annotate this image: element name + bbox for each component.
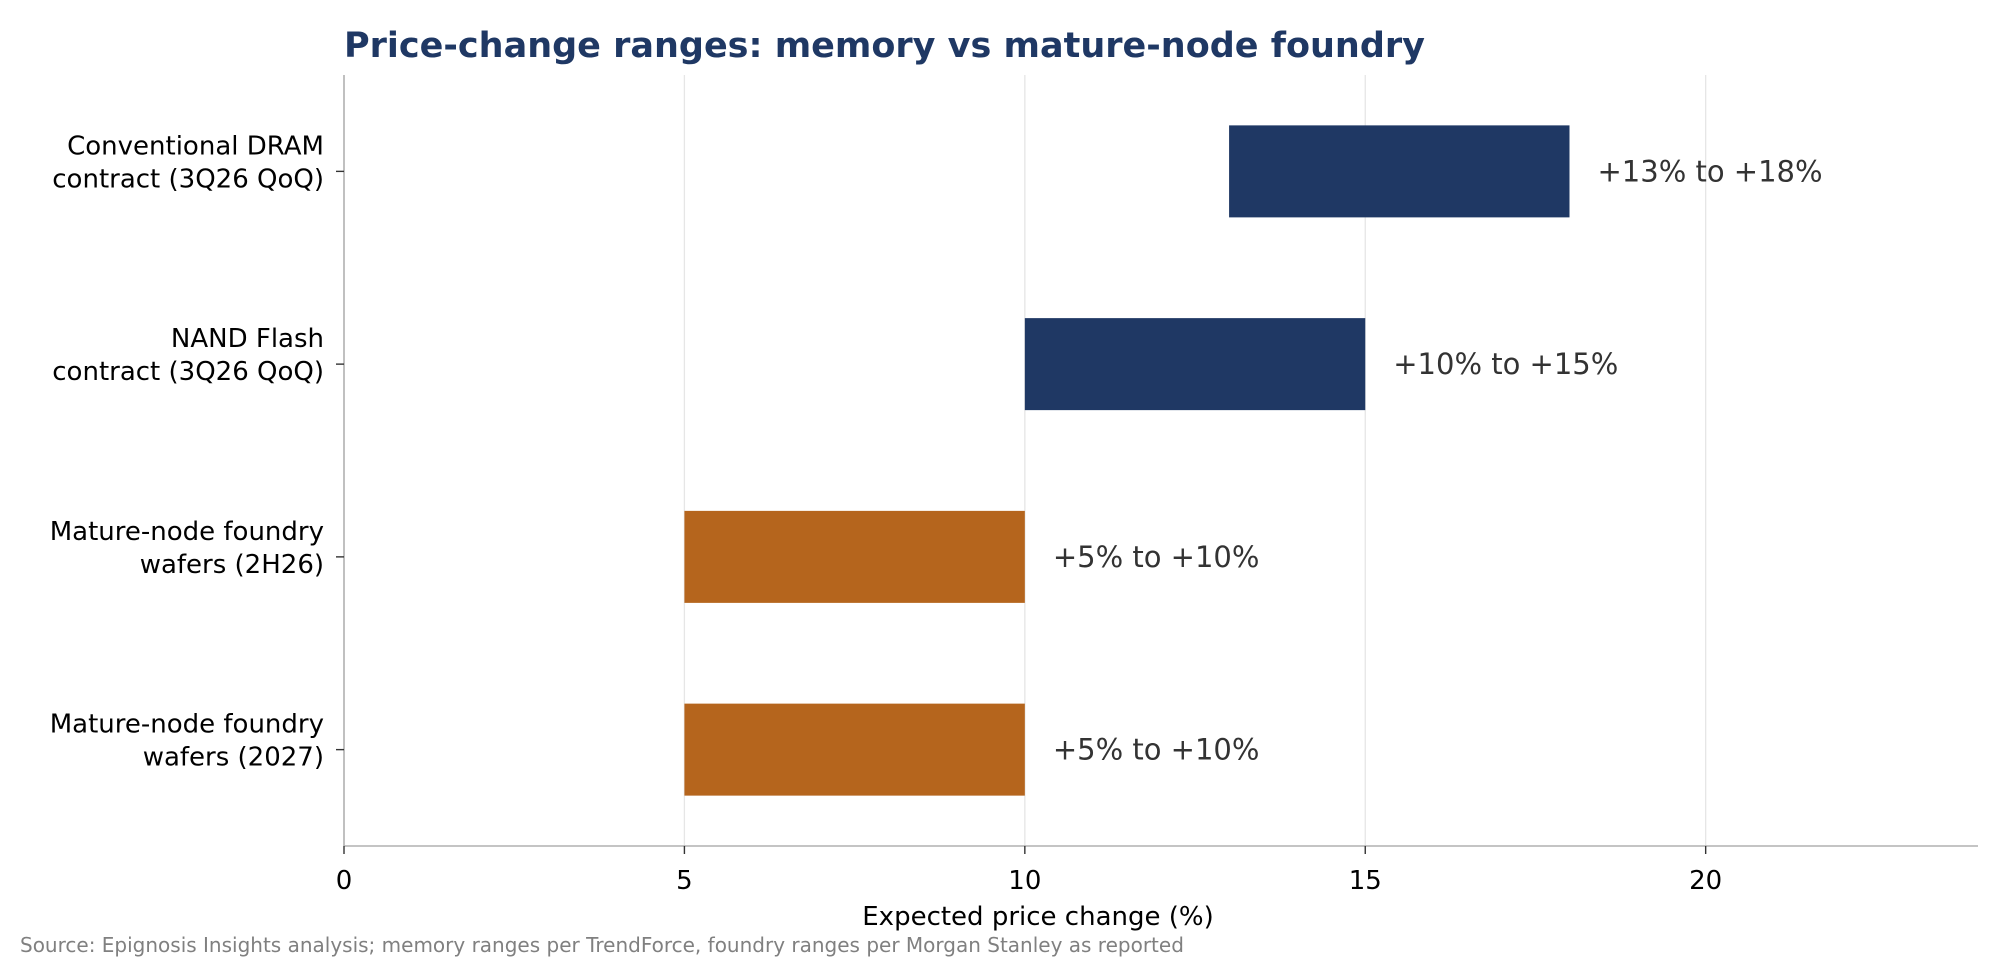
category-label: Conventional DRAM contract (3Q26 QoQ) <box>52 131 324 194</box>
data-label: +13% to +18% <box>1598 154 1823 188</box>
source-note: Source: Epignosis Insights analysis; mem… <box>20 933 1184 957</box>
data-label: +10% to +15% <box>1393 347 1618 381</box>
x-tick-label: 5 <box>676 866 693 896</box>
x-tick-label: 15 <box>1349 866 1382 896</box>
range-bar <box>1229 125 1570 218</box>
labels: 0 5 10 15 20 Conventional DRAM contract (3Q26 … <box>50 131 1823 896</box>
x-axis-title: Expected price change (%) <box>862 902 1213 932</box>
category-label: Mature-node foundry wafers (2027) <box>50 710 324 773</box>
data-label: +5% to +10% <box>1053 733 1260 767</box>
category-label: Mature-node foundry wafers (2H26) <box>50 517 324 580</box>
category-label: NAND Flash contract (3Q26 QoQ) <box>52 324 324 387</box>
range-bar <box>684 510 1025 603</box>
x-tick-label: 10 <box>1008 866 1041 896</box>
bars <box>684 125 1570 796</box>
x-tick-label: 0 <box>336 866 353 896</box>
x-tick-label: 20 <box>1689 866 1722 896</box>
chart-title: Price-change ranges: memory vs mature-no… <box>344 26 1425 66</box>
range-bar <box>1024 318 1366 411</box>
range-bar <box>684 703 1025 796</box>
data-label: +5% to +10% <box>1053 540 1260 574</box>
axes <box>336 75 1978 854</box>
